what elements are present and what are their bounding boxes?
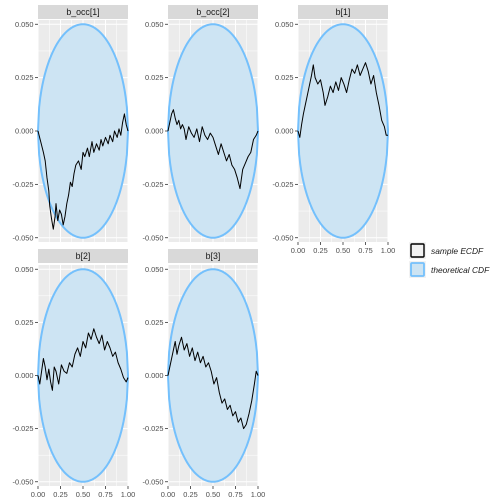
theoretical-band	[296, 23, 390, 239]
facet-strip-label: b[1]	[336, 7, 351, 17]
x-tick-label: 0.50	[336, 246, 350, 255]
facet-strip-label: b[2]	[76, 251, 91, 261]
facet-strip-label: b_occ[2]	[196, 7, 229, 17]
facet-panel: b[2] -0.050 -0.025 0.000 0.025 0.050 0.00 0.25 0…	[13, 249, 135, 499]
x-tick-label: 1.00	[381, 246, 395, 255]
x-tick-label: 0.00	[31, 490, 45, 499]
y-tick-label: -0.050	[143, 477, 164, 486]
theoretical-band	[166, 268, 260, 483]
y-tick-label: -0.025	[13, 424, 34, 433]
y-tick-label: 0.050	[275, 20, 294, 29]
legend-label-sample-ecdf: sample ECDF	[431, 246, 484, 256]
y-tick-label: -0.025	[143, 180, 164, 189]
theoretical-band	[36, 268, 130, 483]
facet-strip	[38, 249, 128, 263]
y-tick-label: 0.050	[15, 265, 34, 274]
y-tick-label: -0.050	[13, 233, 34, 242]
facet-strip-label: b_occ[1]	[66, 7, 99, 17]
y-tick-label: 0.000	[15, 127, 34, 136]
x-tick-label: 0.50	[206, 490, 220, 499]
y-tick-label: 0.050	[15, 20, 34, 29]
sample-ecdf-line	[167, 109, 259, 190]
sample-ecdf-line	[167, 336, 259, 430]
y-tick-label: -0.050	[273, 233, 294, 242]
y-tick-label: 0.000	[15, 371, 34, 380]
facet-strip-label: b[3]	[206, 251, 221, 261]
x-tick-label: 0.75	[228, 490, 242, 499]
y-tick-label: 0.025	[15, 73, 34, 82]
facet-strip	[168, 249, 258, 263]
y-tick-label: 0.025	[15, 318, 34, 327]
facet-panel: b_occ[1] -0.050 -0.025 0.000 0.025 0.050	[13, 5, 130, 242]
y-tick-label: 0.025	[275, 73, 294, 82]
theoretical-band	[166, 23, 260, 239]
y-tick-label: -0.025	[273, 180, 294, 189]
legend-label-theoretical-cdf: theoretical CDF	[431, 265, 490, 275]
facet-panel: b[3] -0.050 -0.025 0.000 0.025 0.050 0.00 0.25 0…	[143, 249, 265, 499]
legend-key-sample-ecdf	[410, 243, 425, 258]
x-tick-label: 0.75	[358, 246, 372, 255]
legend-key-background	[409, 242, 426, 259]
x-tick-label: 0.75	[98, 490, 112, 499]
y-tick-label: 0.050	[145, 20, 164, 29]
x-tick-label: 0.50	[76, 490, 90, 499]
x-tick-label: 0.00	[161, 490, 175, 499]
facet-panel: b_occ[2] -0.050 -0.025 0.000 0.025 0.050	[143, 5, 260, 242]
y-tick-label: 0.000	[145, 127, 164, 136]
facet-strip	[38, 5, 128, 19]
y-tick-label: -0.050	[143, 233, 164, 242]
x-tick-label: 0.25	[53, 490, 67, 499]
y-tick-label: -0.025	[143, 424, 164, 433]
legend-key-theoretical-cdf	[410, 262, 425, 277]
y-tick-label: -0.025	[13, 180, 34, 189]
y-tick-label: 0.050	[145, 265, 164, 274]
y-tick-label: 0.000	[275, 127, 294, 136]
x-tick-label: 1.00	[251, 490, 265, 499]
sample-ecdf-line	[297, 62, 388, 138]
facet-strip	[298, 5, 388, 19]
x-tick-label: 0.00	[291, 246, 305, 255]
legend: sample ECDF theoretical CDF	[409, 242, 490, 278]
sample-ecdf-line	[37, 328, 129, 391]
x-tick-label: 0.25	[183, 490, 197, 499]
x-tick-label: 0.25	[313, 246, 327, 255]
y-tick-label: -0.050	[13, 477, 34, 486]
facet-panel: b[1] -0.050 -0.025 0.000 0.025 0.050 0.00 0.25 0…	[273, 5, 395, 255]
y-tick-label: 0.025	[145, 318, 164, 327]
y-tick-label: 0.025	[145, 73, 164, 82]
facet-strip	[168, 5, 258, 19]
y-tick-label: 0.000	[145, 371, 164, 380]
sample-ecdf-line	[37, 113, 129, 230]
x-tick-label: 1.00	[121, 490, 135, 499]
